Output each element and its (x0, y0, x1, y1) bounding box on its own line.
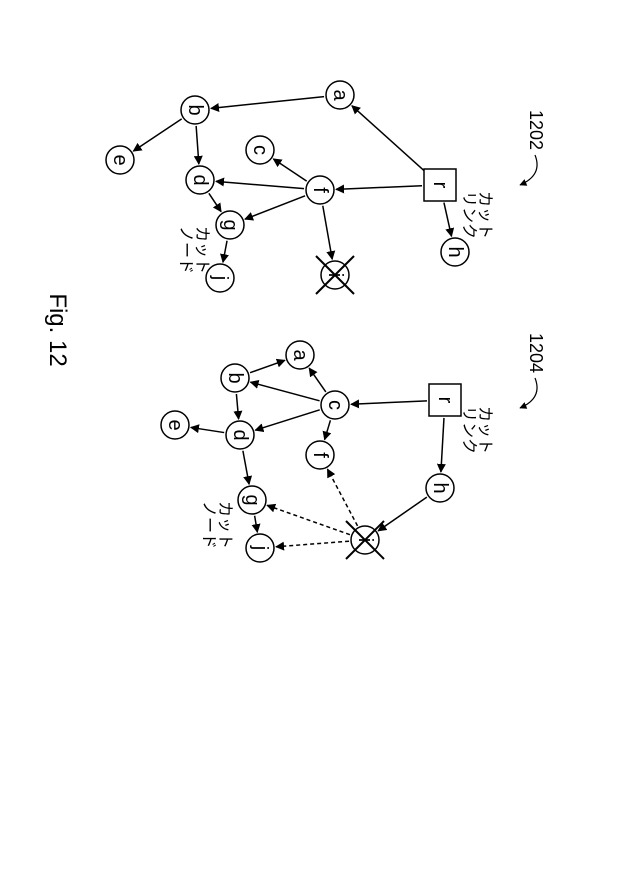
node-label-left-b: b (184, 104, 206, 115)
refnum-right: 1204 (526, 333, 546, 373)
edge-right-i-f (327, 469, 357, 526)
node-label-right-g: g (241, 494, 263, 505)
figure-caption: Fig. 12 (44, 293, 71, 366)
edge-right-i-j (276, 541, 349, 547)
edge-left-f-c (273, 159, 306, 181)
node-label-right-h: h (429, 482, 451, 493)
edge-left-r-h (444, 203, 452, 237)
node-label-left-h: h (444, 246, 466, 257)
edge-right-r-h (441, 418, 444, 472)
edge-left-r-f (336, 186, 422, 190)
edge-left-a-b (211, 97, 324, 109)
annotation-right-cut_node-line1: ノード (200, 501, 217, 549)
node-label-right-j: j (249, 545, 271, 550)
node-label-left-d: d (189, 174, 211, 185)
annotation-left-cut_link-line1: リンク (460, 191, 478, 239)
annotation-right-cut_node-line0: カット (216, 501, 233, 549)
rotated-content: rhafcbdgije1202カットリンクカットノードrhacfbdgije12… (106, 81, 546, 562)
edge-left-f-d (216, 181, 304, 188)
edge-left-b-e (133, 119, 181, 151)
edge-right-r-c (351, 401, 427, 404)
refnum-left: 1202 (526, 110, 546, 150)
edge-right-i-g (267, 505, 350, 534)
edge-left-r-a (352, 106, 427, 173)
node-label-right-a: a (289, 349, 311, 361)
edge-right-b-a (250, 360, 285, 372)
node-label-left-a: a (329, 89, 351, 101)
edge-right-b-d (236, 394, 238, 419)
node-label-right-d: d (229, 429, 251, 440)
edge-right-g-j (255, 516, 258, 532)
figure-canvas: rhafcbdgije1202カットリンクカットノードrhacfbdgije12… (0, 0, 640, 896)
node-label-left-g: g (219, 219, 241, 230)
edge-right-c-f (325, 420, 331, 439)
node-label-left-j: j (209, 275, 231, 280)
node-label-right-f: f (309, 452, 331, 458)
node-label-right-b: b (224, 372, 246, 383)
edge-left-b-d (196, 126, 199, 164)
annotation-left-cut_node-line1: ノード (177, 226, 194, 274)
node-label-right-e: e (164, 419, 186, 430)
edge-left-g-j (223, 241, 227, 263)
edge-left-f-g (245, 196, 305, 219)
node-label-left-f: f (309, 187, 331, 193)
node-label-left-r: r (429, 182, 451, 189)
edge-right-c-b (250, 382, 319, 401)
annotation-right-cut_link-line1: リンク (460, 406, 478, 454)
edge-left-f-i (323, 206, 332, 259)
refarrow-right (520, 378, 537, 408)
node-label-right-r: r (434, 397, 456, 404)
node-label-left-c: c (249, 145, 271, 155)
edge-right-d-e (191, 427, 224, 432)
edge-right-c-a (309, 368, 326, 392)
refarrow-left (520, 155, 537, 185)
edge-right-h-i (378, 497, 427, 531)
annotation-left-cut_link-line0: カット (476, 191, 493, 239)
edge-right-c-d (255, 410, 319, 430)
node-label-right-c: c (324, 400, 346, 410)
edge-right-d-g (243, 451, 249, 485)
node-label-left-e: e (109, 154, 131, 165)
annotation-right-cut_link-line0: カット (476, 406, 493, 454)
annotation-left-cut_node-line0: カット (193, 226, 210, 274)
edge-left-d-g (209, 193, 221, 211)
